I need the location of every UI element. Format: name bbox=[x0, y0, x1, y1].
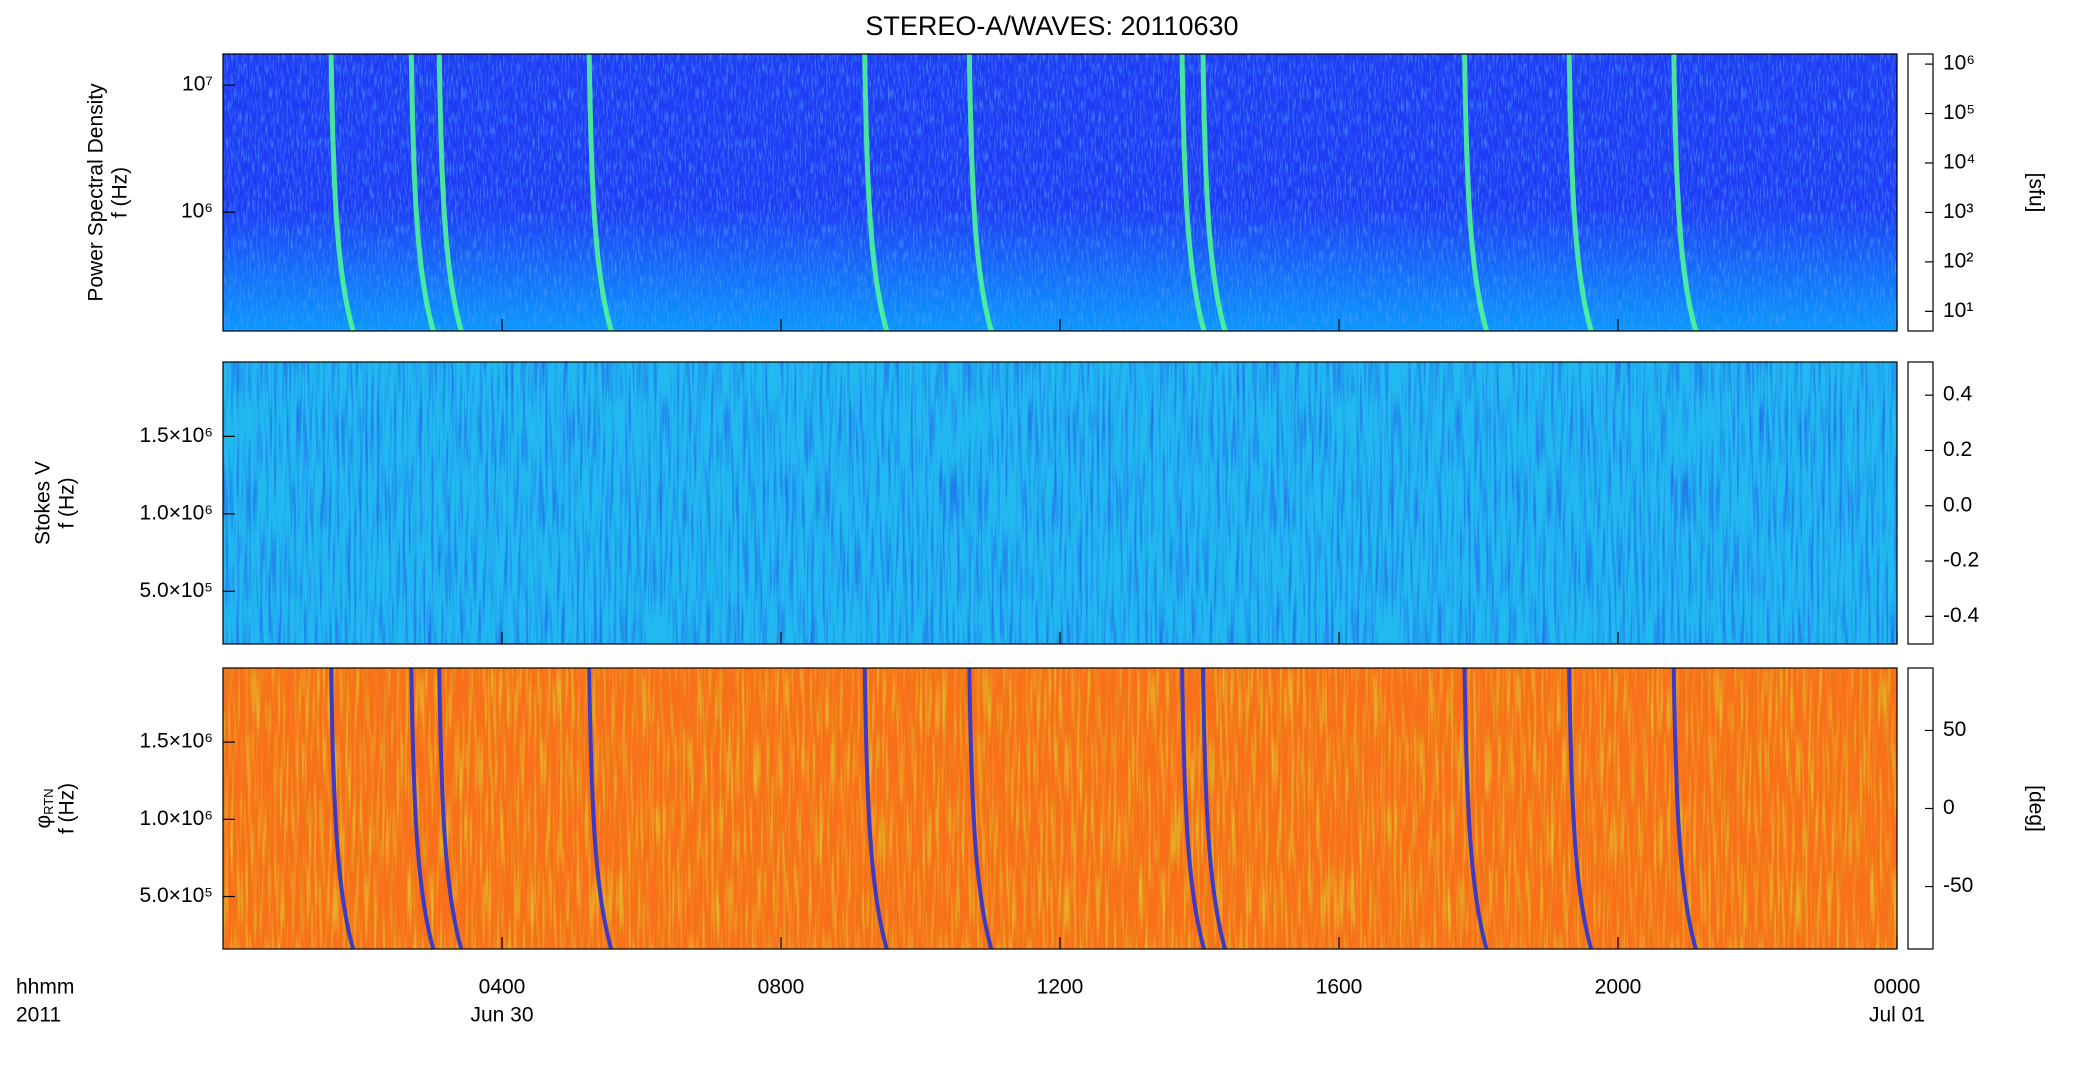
x-tick-label: 2000 bbox=[1595, 976, 1642, 999]
burst bbox=[1671, 668, 1698, 949]
colorbar-tick-label: 10⁵ bbox=[1943, 101, 1975, 124]
burst bbox=[862, 668, 889, 949]
burst bbox=[1180, 668, 1206, 949]
burst bbox=[329, 668, 356, 949]
burst bbox=[409, 668, 436, 949]
y-tick-label: 1.0×10⁶ bbox=[140, 807, 213, 830]
x-axis-label: hhmm bbox=[16, 976, 74, 999]
colorbar-tick-label: 10⁴ bbox=[1943, 151, 1975, 174]
y-axis-label: Stokes V bbox=[32, 461, 55, 545]
y-tick-label: 1.5×10⁶ bbox=[140, 424, 213, 447]
heatmap bbox=[223, 54, 1897, 331]
colorbar-tick-label: 50 bbox=[1943, 718, 1966, 741]
chart-title: STEREO-A/WAVES: 20110630 bbox=[865, 11, 1238, 41]
x-date-label: Jul 01 bbox=[1869, 1004, 1925, 1027]
y-tick-label: 5.0×10⁵ bbox=[139, 579, 213, 602]
burst bbox=[586, 54, 614, 331]
y-tick-label: 10⁷ bbox=[182, 73, 213, 96]
heatmap-texture bbox=[223, 362, 1897, 644]
burst bbox=[1462, 668, 1489, 949]
y-axis-label: f (Hz) bbox=[56, 783, 79, 834]
colorbar-tick-label: 0 bbox=[1943, 796, 1955, 819]
burst bbox=[966, 54, 994, 331]
x-tick-label: 0000 bbox=[1874, 976, 1921, 999]
burst bbox=[1567, 668, 1594, 949]
y-axis-label: f (Hz) bbox=[109, 167, 132, 218]
colorbar-label: [deg] bbox=[2024, 785, 2047, 832]
x-tick-label: 0800 bbox=[758, 976, 805, 999]
colorbar-tick-label: -0.4 bbox=[1943, 604, 1980, 627]
x-tick-label: 1200 bbox=[1037, 976, 1084, 999]
colorbar-tick-label: 10⁶ bbox=[1943, 52, 1975, 75]
colorbar-tick-label: 0.0 bbox=[1943, 493, 1972, 516]
x-tick-label: 0400 bbox=[479, 976, 526, 999]
burst bbox=[587, 668, 614, 949]
colorbar-tick-label: 10² bbox=[1943, 249, 1973, 272]
y-tick-label: 10⁶ bbox=[181, 200, 213, 223]
colorbar-label: [sfu] bbox=[2024, 173, 2047, 213]
colorbar-tick-label: 10³ bbox=[1943, 200, 1973, 223]
y-axis-label: φRTN bbox=[32, 788, 57, 828]
y-tick-label: 5.0×10⁵ bbox=[139, 884, 213, 907]
burst bbox=[436, 54, 464, 331]
heatmap bbox=[223, 668, 1897, 949]
colorbar-tick-label: 10¹ bbox=[1943, 299, 1973, 322]
y-axis-subscript: RTN bbox=[41, 788, 56, 814]
burst bbox=[437, 668, 464, 949]
colorbar-tick-label: -50 bbox=[1943, 874, 1973, 897]
colorbar-tick-label: 0.2 bbox=[1943, 438, 1972, 461]
x-date-label: Jun 30 bbox=[470, 1004, 533, 1027]
burst bbox=[967, 668, 994, 949]
heatmap-texture bbox=[223, 668, 1897, 949]
y-axis-label: Power Spectral Density bbox=[85, 83, 108, 302]
y-axis-label: f (Hz) bbox=[56, 477, 79, 528]
burst bbox=[328, 54, 356, 331]
burst bbox=[408, 54, 436, 331]
colorbar bbox=[1907, 361, 1934, 645]
y-tick-label: 1.5×10⁶ bbox=[140, 730, 213, 753]
x-axis-label: 2011 bbox=[16, 1004, 61, 1027]
burst bbox=[862, 54, 890, 331]
colorbar-tick-label: 0.4 bbox=[1943, 383, 1973, 406]
y-tick-label: 1.0×10⁶ bbox=[140, 501, 213, 524]
x-tick-label: 1600 bbox=[1316, 976, 1363, 999]
heatmap-texture bbox=[223, 54, 1897, 331]
colorbar-tick-label: -0.2 bbox=[1943, 549, 1979, 572]
heatmap bbox=[223, 362, 1897, 644]
burst bbox=[1179, 54, 1207, 331]
burst bbox=[1671, 54, 1699, 331]
burst bbox=[1462, 54, 1489, 331]
colorbar bbox=[1907, 53, 1934, 332]
burst bbox=[1200, 668, 1227, 949]
burst bbox=[1566, 54, 1594, 331]
burst bbox=[1200, 54, 1228, 331]
y-axis-symbol: φ bbox=[32, 815, 55, 829]
